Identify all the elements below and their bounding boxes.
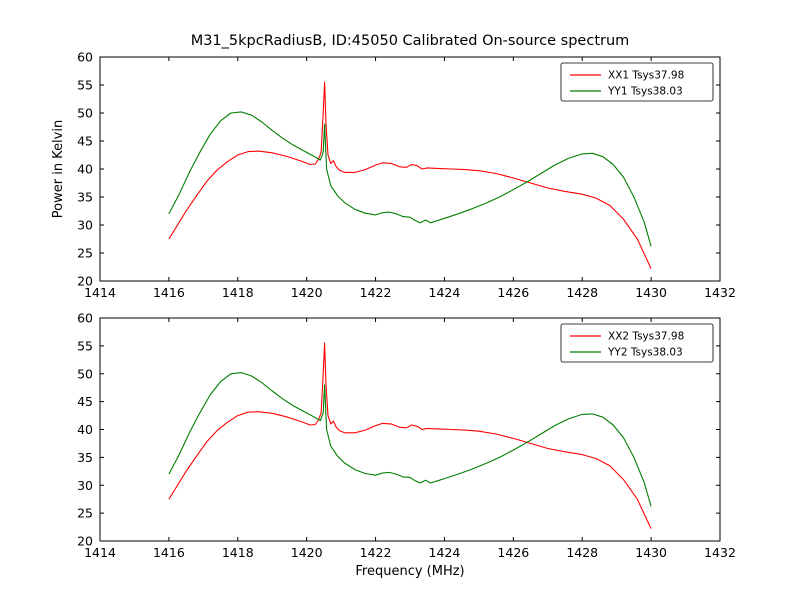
y-tick-label: 40: [77, 422, 93, 437]
x-tick-label: 1432: [704, 285, 736, 300]
x-tick-label: 1424: [429, 285, 461, 300]
series-line-YY2: [168, 372, 652, 507]
x-tick-label: 1430: [635, 285, 667, 300]
y-tick-label: 20: [77, 534, 93, 549]
y-tick-label: 50: [77, 106, 93, 121]
x-tick-label: 1428: [566, 545, 598, 560]
y-axis-label: Power in Kelvin: [51, 120, 66, 218]
x-tick-label: 1420: [291, 545, 323, 560]
figure-title: M31_5kpcRadiusB, ID:45050 Calibrated On-…: [190, 33, 630, 49]
y-tick-label: 55: [77, 338, 93, 353]
y-tick-label: 30: [77, 478, 93, 493]
y-tick-label: 35: [77, 450, 93, 465]
x-tick-label: 1430: [635, 545, 667, 560]
legend-label: YY1 Tsys38.03: [607, 86, 683, 98]
top-spectrum: 1414 1416 1418 1420 1422 1424 1426 1428 1430 1432…: [51, 50, 736, 301]
y-tick-label: 45: [77, 394, 93, 409]
legend: XX2 Tsys37.98 YY2 Tsys38.03: [560, 323, 714, 363]
series-line-YY1: [168, 111, 652, 247]
y-tick-label: 40: [77, 162, 93, 177]
y-tick-label: 50: [77, 366, 93, 381]
y-tick-label: 60: [77, 311, 93, 326]
bottom-spectrum: 1414 1416 1418 1420 1422 1424 1426 1428 1430 1432…: [77, 311, 736, 580]
y-tick-label: 45: [77, 134, 93, 149]
x-tick-label: 1426: [497, 545, 529, 560]
y-tick-label: 30: [77, 218, 93, 233]
x-tick-label: 1418: [222, 545, 254, 560]
y-tick-label: 25: [77, 246, 93, 261]
x-tick-label: 1428: [566, 285, 598, 300]
x-tick-label: 1418: [222, 285, 254, 300]
x-tick-label: 1432: [704, 545, 736, 560]
x-tick-label: 1424: [429, 545, 461, 560]
x-tick-label: 1422: [360, 285, 392, 300]
x-tick-label: 1416: [153, 285, 185, 300]
series-line-XX1: [168, 81, 652, 269]
series-line-XX2: [168, 342, 652, 529]
legend: XX1 Tsys37.98 YY1 Tsys38.03: [560, 62, 714, 102]
x-tick-label: 1426: [497, 285, 529, 300]
y-tick-label: 60: [77, 50, 93, 65]
legend-label: YY2 Tsys38.03: [607, 347, 683, 359]
x-tick-label: 1420: [291, 285, 323, 300]
legend-label: XX1 Tsys37.98: [608, 70, 684, 82]
y-tick-label: 25: [77, 506, 93, 521]
x-axis-label: Frequency (MHz): [355, 564, 464, 579]
x-tick-label: 1422: [360, 545, 392, 560]
x-tick-label: 1414: [84, 545, 116, 560]
y-tick-label: 20: [77, 274, 93, 289]
y-tick-label: 55: [77, 78, 93, 93]
legend-label: XX2 Tsys37.98: [608, 331, 684, 343]
y-tick-label: 35: [77, 190, 93, 205]
x-tick-label: 1414: [84, 285, 116, 300]
x-tick-label: 1416: [153, 545, 185, 560]
